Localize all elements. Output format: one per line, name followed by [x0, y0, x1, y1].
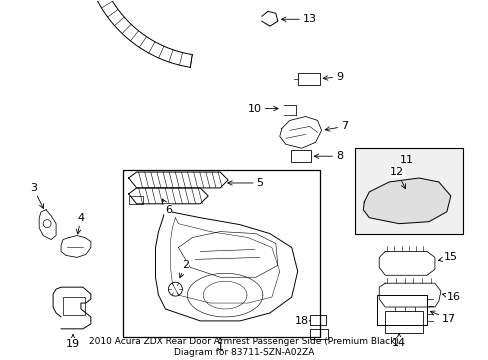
Bar — [355, 148, 462, 234]
Text: 9: 9 — [323, 72, 342, 82]
Bar — [63, 297, 85, 315]
Text: 2: 2 — [179, 260, 188, 278]
Bar — [122, 170, 319, 337]
Text: 18: 18 — [294, 316, 309, 326]
Text: 15: 15 — [438, 252, 457, 262]
Text: 6: 6 — [162, 199, 172, 215]
Text: 19: 19 — [66, 335, 80, 349]
Text: 8: 8 — [314, 151, 342, 161]
Bar — [128, 196, 142, 204]
Text: 14: 14 — [391, 334, 406, 348]
Text: 16: 16 — [442, 292, 460, 302]
Text: 4: 4 — [76, 213, 84, 234]
Text: 1: 1 — [216, 338, 223, 352]
Bar — [297, 73, 319, 85]
Text: 12: 12 — [389, 167, 405, 189]
Text: 10: 10 — [247, 104, 278, 113]
Text: 7: 7 — [325, 121, 347, 131]
Polygon shape — [363, 178, 450, 224]
Text: 2010 Acura ZDX Rear Door Armrest Passenger Side (Premium Black)
Diagram for 8371: 2010 Acura ZDX Rear Door Armrest Passeng… — [89, 337, 398, 357]
Text: 3: 3 — [30, 183, 43, 208]
Bar — [385, 311, 422, 333]
Bar — [309, 315, 325, 325]
Text: 13: 13 — [281, 14, 316, 24]
Bar — [376, 295, 426, 325]
Bar — [290, 150, 310, 162]
Text: 11: 11 — [399, 155, 413, 165]
Text: 5: 5 — [227, 178, 263, 188]
Text: 17: 17 — [429, 311, 455, 324]
Bar — [309, 329, 327, 339]
